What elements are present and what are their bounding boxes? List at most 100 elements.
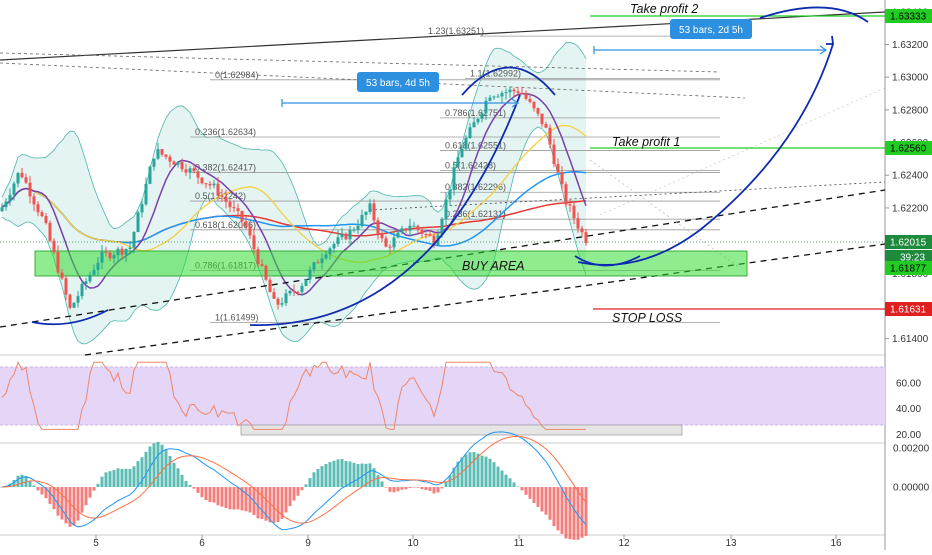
macd-histogram-bar bbox=[328, 462, 332, 488]
candle-body bbox=[576, 218, 580, 229]
stop-loss-label: STOP LOSS bbox=[612, 311, 683, 325]
macd-histogram-bar bbox=[88, 487, 92, 498]
macd-histogram-bar bbox=[104, 472, 108, 488]
price-tag-bg bbox=[885, 250, 932, 264]
candle-body bbox=[36, 204, 40, 213]
macd-axis: 0.00200 0.00000 bbox=[893, 443, 930, 493]
candle-body bbox=[448, 189, 452, 200]
candle-body bbox=[388, 246, 392, 248]
candle-body bbox=[368, 203, 372, 212]
candle-body bbox=[224, 196, 228, 202]
candle-body bbox=[52, 240, 56, 253]
top-arc[interactable] bbox=[461, 66, 556, 96]
candle-body bbox=[468, 127, 472, 138]
macd-histogram-bar bbox=[528, 487, 532, 499]
macd-histogram-bar bbox=[400, 487, 404, 490]
candle-body bbox=[252, 235, 256, 250]
buy-area-label: BUY AREA bbox=[462, 259, 525, 273]
price-tick-label: 1.62800 bbox=[892, 105, 929, 116]
bar-rulers bbox=[281, 19, 828, 108]
macd-histogram-bar bbox=[64, 487, 68, 524]
macd-histogram-bar bbox=[152, 443, 156, 488]
projection-curves bbox=[31, 6, 869, 326]
candle-body bbox=[552, 144, 556, 165]
macd-histogram-bar bbox=[284, 487, 288, 513]
macd-histogram-bar bbox=[96, 483, 100, 488]
bollinger-upper bbox=[1, 41, 587, 246]
time-axis[interactable]: 5 6 9 10 11 12 13 16 bbox=[93, 535, 842, 549]
candle-body bbox=[516, 91, 520, 93]
candle-body bbox=[180, 162, 184, 170]
macd-histogram-bar bbox=[192, 487, 196, 489]
candle-body bbox=[564, 184, 568, 205]
rsi-band bbox=[0, 367, 885, 425]
candle-body bbox=[408, 225, 412, 231]
macd-histogram-bar bbox=[16, 475, 20, 488]
macd-histogram-bar bbox=[404, 487, 408, 490]
candle-body bbox=[268, 279, 272, 293]
rally-curve[interactable] bbox=[249, 94, 521, 326]
candle-body bbox=[472, 122, 476, 128]
candle-body bbox=[528, 98, 532, 102]
price-tags: 1.63333 1.62560 1.62015 39:231.61877 1.61631 bbox=[885, 9, 932, 316]
projection-curve-tp2[interactable] bbox=[577, 43, 834, 266]
time-tick-label: 11 bbox=[514, 538, 525, 549]
candle-body bbox=[532, 101, 536, 109]
macd-histogram-bar bbox=[268, 487, 272, 523]
macd-histogram-bar bbox=[452, 467, 456, 488]
candle-body bbox=[424, 233, 428, 235]
candle-body bbox=[524, 93, 528, 99]
candle-body bbox=[272, 292, 276, 299]
candle-body bbox=[320, 258, 324, 264]
candle-body bbox=[216, 183, 220, 196]
macd-histogram-bar bbox=[216, 487, 220, 506]
macd-tick-label: 0.00200 bbox=[893, 443, 930, 454]
rsi-tick-label: 20.00 bbox=[896, 430, 921, 441]
buy-area-zone[interactable] bbox=[34, 250, 748, 277]
candle-body bbox=[380, 233, 384, 239]
ruler-label-1: 53 bars, 4d 5h bbox=[366, 78, 430, 89]
macd-histogram-bar bbox=[464, 454, 468, 488]
macd-histogram-bar bbox=[492, 462, 496, 488]
macd-histogram-bar bbox=[112, 470, 116, 488]
time-tick-label: 16 bbox=[830, 538, 842, 549]
macd-histogram-bar bbox=[124, 468, 128, 488]
candle-body bbox=[308, 269, 312, 280]
bottom-arc-2[interactable] bbox=[574, 255, 641, 267]
projection-curve-upper[interactable] bbox=[759, 6, 869, 23]
candle-body bbox=[280, 303, 284, 305]
candle-body bbox=[540, 113, 544, 125]
take-profit-1-label: Take profit 1 bbox=[612, 135, 680, 149]
macd-histogram-bar bbox=[352, 462, 356, 488]
candle-body bbox=[100, 251, 104, 263]
candle-body bbox=[572, 205, 576, 219]
macd-histogram-bar bbox=[140, 457, 144, 488]
candle-body bbox=[60, 272, 64, 279]
macd-histogram-bar bbox=[572, 487, 576, 540]
price-tag-label: 1.62015 bbox=[890, 238, 927, 249]
bottom-arc-1[interactable] bbox=[31, 309, 109, 326]
candle-body bbox=[336, 237, 340, 245]
fib-level-label: 0.236(1.62131) bbox=[445, 209, 506, 219]
time-tick-label: 12 bbox=[618, 538, 630, 549]
candle-body bbox=[364, 211, 368, 215]
candle-body bbox=[112, 255, 116, 259]
macd-histogram-bar bbox=[512, 482, 516, 488]
macd-histogram-bar bbox=[580, 487, 584, 538]
macd-histogram-bar bbox=[12, 479, 16, 488]
macd-histogram-bar bbox=[100, 476, 104, 488]
macd-histogram-bar bbox=[264, 487, 268, 521]
macd-histogram-bar bbox=[348, 461, 352, 488]
candlesticks bbox=[0, 86, 588, 310]
candle-body bbox=[476, 118, 480, 123]
candle-body bbox=[48, 222, 52, 241]
candle-body bbox=[104, 251, 108, 253]
candle-body bbox=[300, 285, 304, 292]
macd-histogram-bar bbox=[432, 487, 436, 494]
macd-histogram-bar bbox=[384, 487, 388, 488]
price-axis[interactable]: 1.634001.632001.630001.628001.626001.624… bbox=[885, 7, 929, 345]
candle-body bbox=[84, 281, 88, 284]
candle-body bbox=[496, 96, 500, 98]
